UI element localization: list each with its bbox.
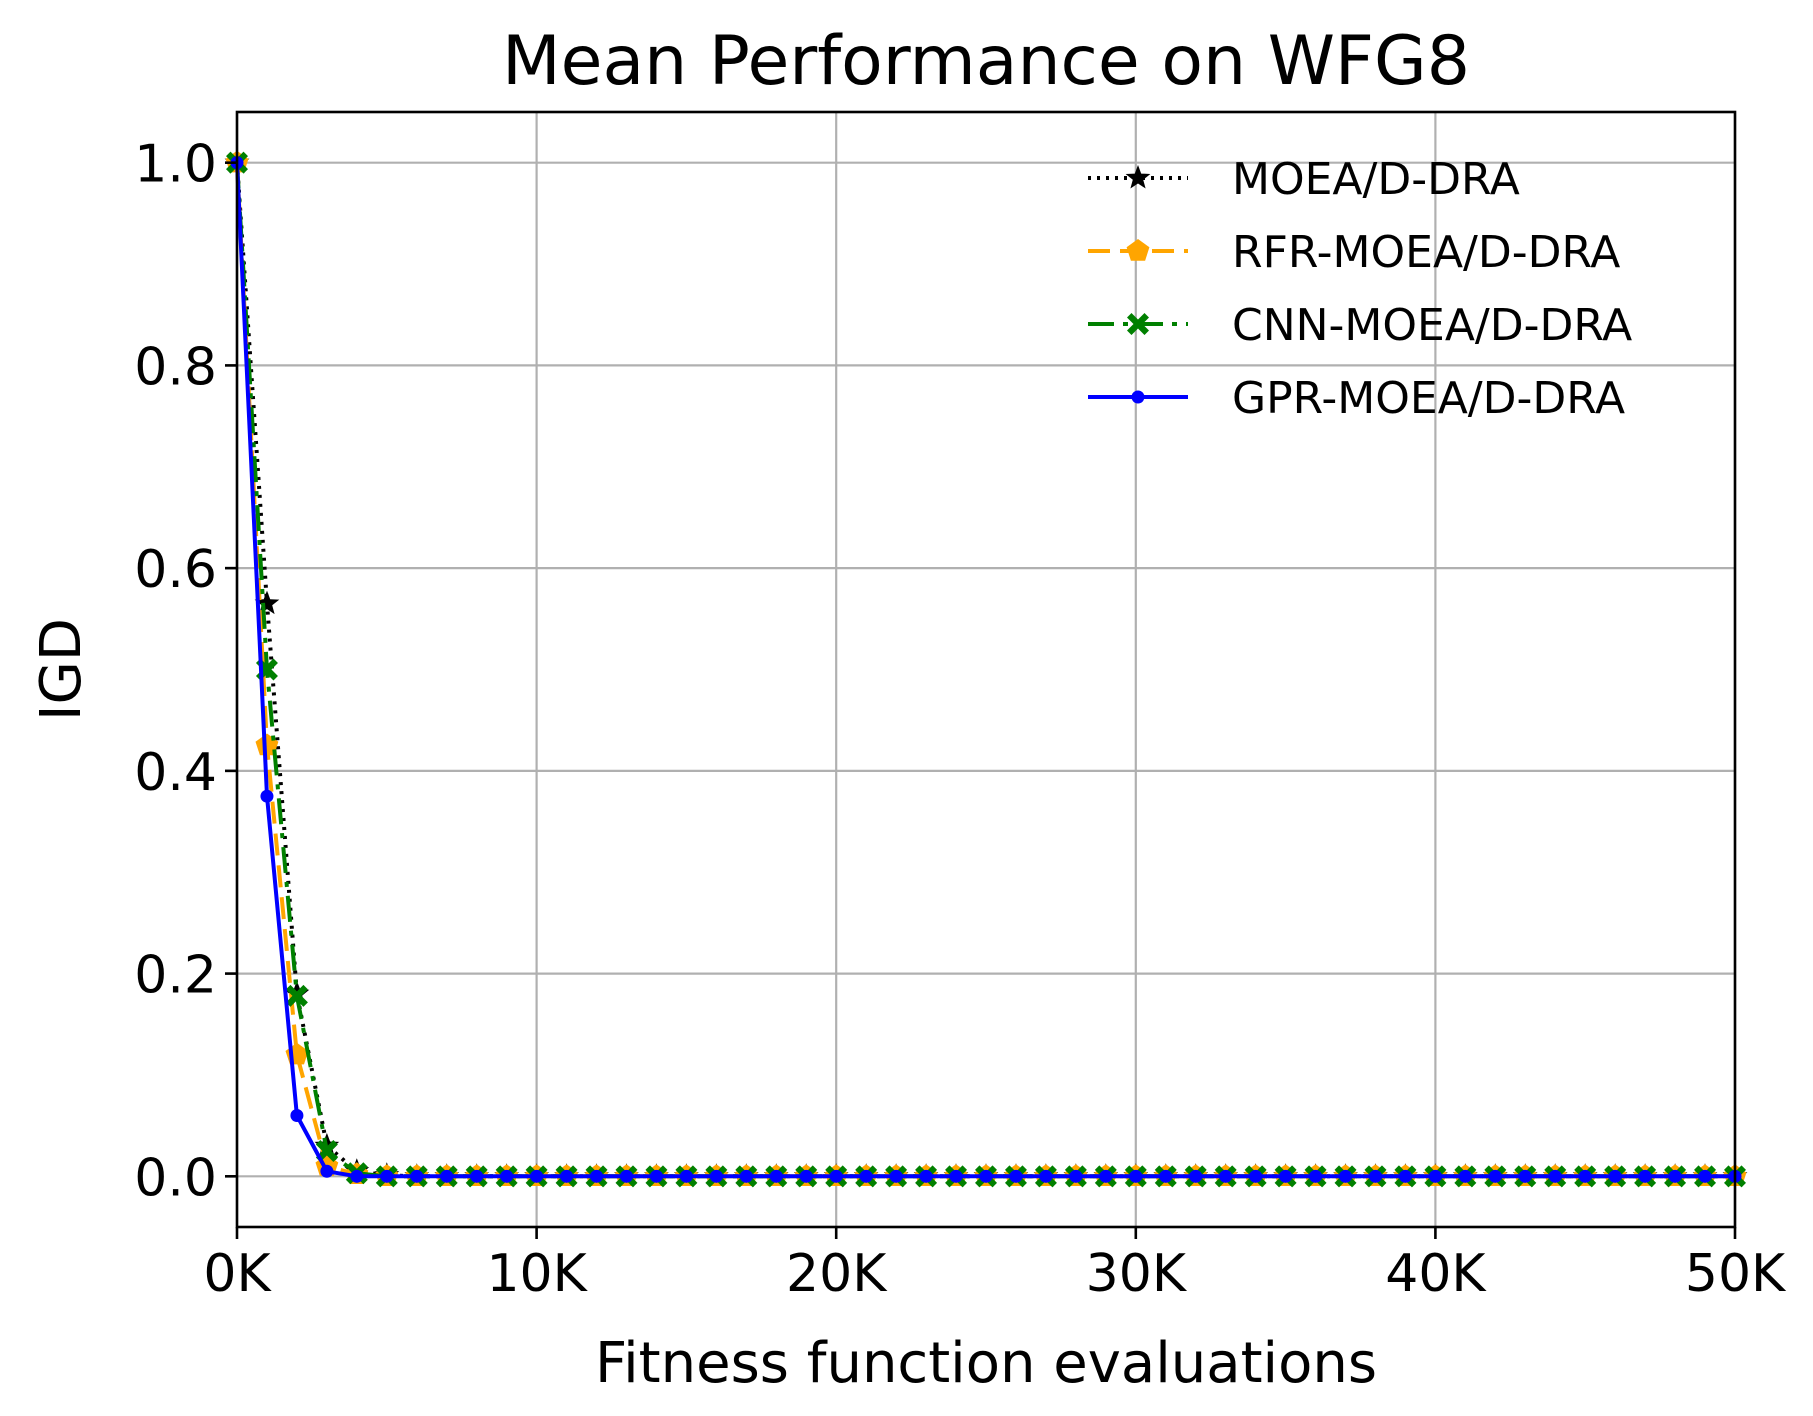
data-point — [1249, 1169, 1263, 1183]
data-point — [1578, 1169, 1592, 1183]
legend-marker — [1126, 239, 1150, 261]
x-tick-label: 30K — [1086, 1244, 1188, 1304]
data-point — [260, 789, 274, 803]
plot-frame — [235, 110, 1737, 1229]
data-point — [410, 1169, 424, 1183]
x-tick-label: 0K — [203, 1244, 272, 1304]
data-point — [1339, 1169, 1353, 1183]
legend-label: CNN-MOEA/D-DRA — [1232, 300, 1632, 351]
y-tick-label: 0.4 — [134, 743, 217, 803]
legend-label: GPR-MOEA/D-DRA — [1232, 373, 1625, 424]
data-point — [590, 1169, 604, 1183]
y-tick-label: 1.0 — [134, 135, 217, 195]
grid-lines — [235, 112, 1737, 1227]
x-tick-label: 50K — [1685, 1244, 1787, 1304]
legend-marker — [1131, 390, 1145, 404]
data-point — [254, 590, 280, 615]
data-point — [769, 1169, 783, 1183]
data-point — [320, 1164, 334, 1178]
x-axis-label: Fitness function evaluations — [595, 1331, 1377, 1396]
data-point — [649, 1169, 663, 1183]
data-point — [619, 1169, 633, 1183]
data-point — [919, 1169, 933, 1183]
data-point — [679, 1169, 693, 1183]
legend-item: RFR-MOEA/D-DRA — [1088, 227, 1620, 278]
data-point — [440, 1169, 454, 1183]
data-point — [1488, 1169, 1502, 1183]
data-point — [350, 1169, 364, 1183]
legend-item: CNN-MOEA/D-DRA — [1088, 300, 1632, 351]
legend: MOEA/D-DRA RFR-MOEA/D-DRA CNN-MOEA/D-DRA GP… — [1088, 154, 1632, 424]
data-point — [799, 1169, 813, 1183]
plot-series — [224, 149, 1748, 1188]
data-point — [1608, 1169, 1622, 1183]
data-point — [1309, 1169, 1323, 1183]
data-point — [1398, 1169, 1412, 1183]
x-tick-label: 10K — [486, 1244, 588, 1304]
data-point — [290, 1109, 304, 1122]
x-tick-label: 40K — [1385, 1244, 1487, 1304]
data-point — [1219, 1169, 1233, 1183]
legend-item: MOEA/D-DRA — [1088, 154, 1520, 205]
legend-marker — [1125, 165, 1151, 189]
data-point — [1039, 1169, 1053, 1183]
data-point — [979, 1169, 993, 1183]
data-point — [1458, 1169, 1472, 1183]
data-point — [380, 1169, 394, 1183]
series-gpr-moea-d-dra — [230, 156, 1742, 1183]
legend-item: GPR-MOEA/D-DRA — [1088, 373, 1625, 424]
data-point — [315, 1139, 338, 1162]
legend-label: RFR-MOEA/D-DRA — [1232, 227, 1620, 278]
data-point — [1368, 1169, 1382, 1183]
data-point — [500, 1169, 514, 1183]
data-point — [1099, 1169, 1113, 1183]
data-point — [470, 1169, 484, 1183]
data-point — [1428, 1169, 1442, 1183]
data-point — [1638, 1169, 1652, 1183]
y-tick-label: 0.2 — [134, 946, 217, 1006]
data-point — [560, 1169, 574, 1183]
data-point — [1189, 1169, 1203, 1183]
data-point — [889, 1169, 903, 1183]
data-point — [709, 1169, 723, 1183]
data-point — [1548, 1169, 1562, 1183]
data-point — [859, 1169, 873, 1183]
data-point — [530, 1169, 544, 1183]
data-point — [1129, 1169, 1143, 1183]
data-point — [1279, 1169, 1293, 1183]
data-point — [1698, 1169, 1712, 1183]
y-tick-label: 0.0 — [134, 1148, 217, 1208]
data-point — [1518, 1169, 1532, 1183]
data-point — [1009, 1169, 1023, 1183]
legend-marker — [1127, 313, 1149, 335]
y-axis-label: IGD — [29, 618, 94, 721]
x-tick-label: 20K — [786, 1244, 888, 1304]
data-point — [739, 1169, 753, 1183]
y-tick-label: 0.6 — [134, 540, 217, 600]
data-point — [949, 1169, 963, 1183]
data-point — [1668, 1169, 1682, 1183]
data-point — [1159, 1169, 1173, 1183]
data-point — [285, 984, 308, 1007]
y-tick-label: 0.8 — [134, 337, 217, 397]
axis-ticks: 0K 10K 20K 30K 40K 50K 0.0 0.2 0.4 0.6 0.8 1.0 — [134, 135, 1787, 1304]
legend-label: MOEA/D-DRA — [1232, 154, 1520, 205]
data-point — [829, 1169, 843, 1183]
data-point — [1069, 1169, 1083, 1183]
chart-title: Mean Performance on WFG8 — [502, 22, 1470, 101]
